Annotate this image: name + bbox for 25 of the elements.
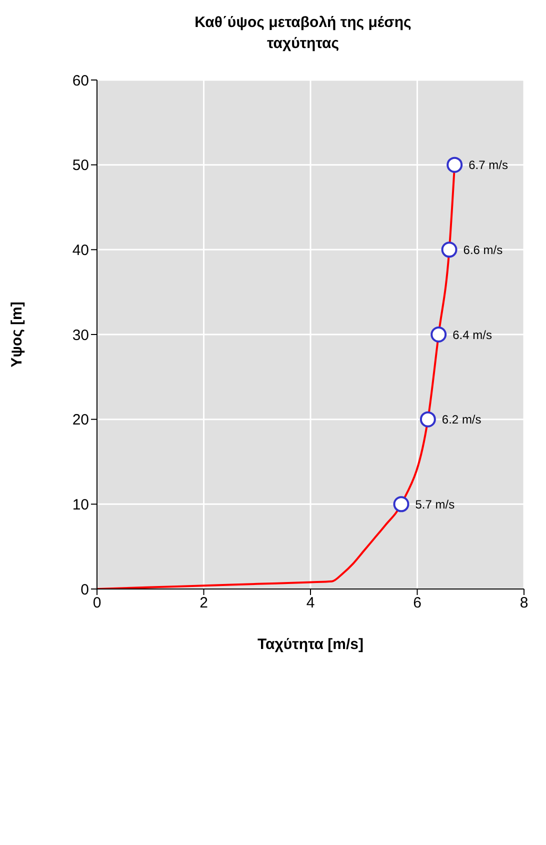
x-tick-label: 6 bbox=[413, 594, 422, 612]
annotation: 6.2 m/s bbox=[442, 412, 482, 427]
point bbox=[420, 411, 436, 428]
y-tick-label: 30 bbox=[72, 326, 89, 344]
point bbox=[430, 326, 447, 342]
y-tick-label: 20 bbox=[72, 412, 89, 429]
x-tick-label: 4 bbox=[306, 594, 315, 612]
x-axis-title: Ταχύτητα [m/s] bbox=[258, 636, 364, 653]
x-tick-label: 0 bbox=[92, 594, 102, 612]
annotation: 6.4 m/s bbox=[452, 328, 492, 342]
y-tick-label: 60 bbox=[72, 72, 89, 90]
point bbox=[441, 242, 458, 258]
y-axis-title: Υψος [m] bbox=[8, 302, 26, 368]
annotation: 6.7 m/s bbox=[468, 158, 508, 172]
x-tick-label: 2 bbox=[200, 594, 208, 612]
annotation: 5.7 m/s bbox=[415, 497, 455, 512]
x-tick-label: 8 bbox=[520, 594, 528, 612]
chart-title: Καθ΄ύψος μεταβολή της μέσης ταχύτητας bbox=[194, 13, 412, 54]
y-tick-label: 0 bbox=[80, 581, 89, 598]
y-tick-label: 10 bbox=[72, 496, 89, 514]
point bbox=[446, 156, 463, 173]
y-tick-label: 50 bbox=[72, 157, 89, 174]
y-tick-label: 40 bbox=[72, 242, 89, 259]
point bbox=[393, 496, 410, 512]
annotation: 6.6 m/s bbox=[463, 242, 503, 257]
